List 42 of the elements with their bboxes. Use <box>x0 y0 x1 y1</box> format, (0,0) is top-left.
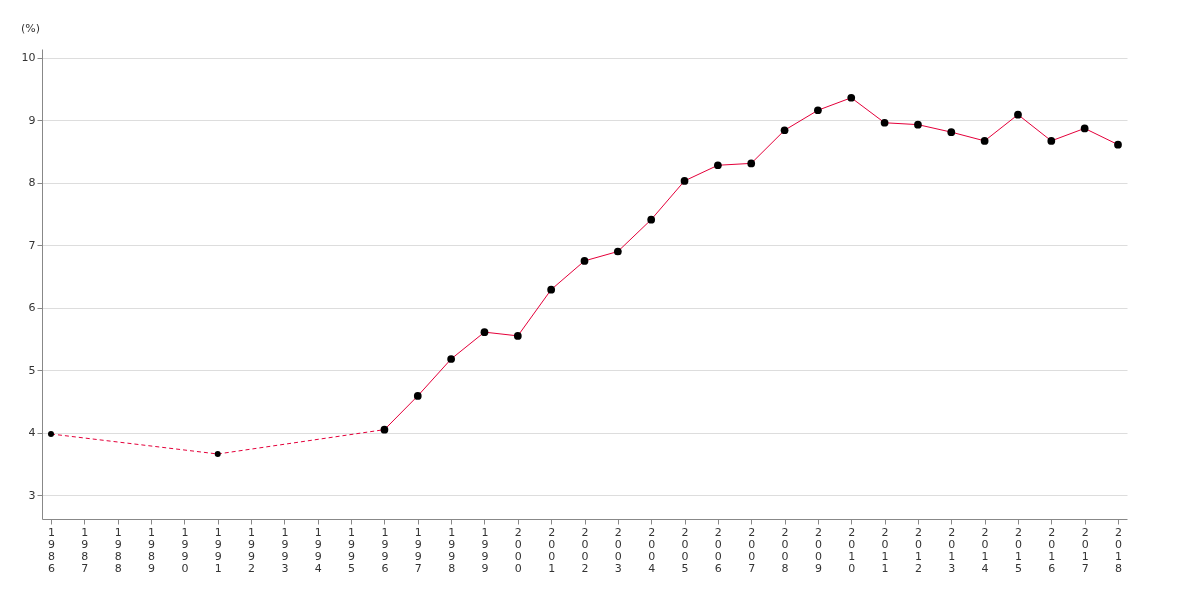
x-tick-label: 2007 <box>748 525 756 575</box>
y-tick-label: 5 <box>28 363 36 377</box>
x-tick-label: 1997 <box>414 525 422 575</box>
x-tick-label: 1996 <box>381 525 389 575</box>
x-tick-label: 1990 <box>181 525 189 575</box>
x-tick-label: 2008 <box>781 525 789 575</box>
x-tick-label: 2010 <box>848 525 856 575</box>
x-tick-label: 2003 <box>614 525 622 575</box>
y-tick-label: 10 <box>21 51 36 65</box>
x-tick-label: 2005 <box>681 525 689 575</box>
x-tick-label: 1993 <box>281 525 289 575</box>
x-tick-label: 2002 <box>581 525 589 575</box>
y-tick-label: 6 <box>28 301 36 315</box>
x-tick-label: 2014 <box>981 525 989 575</box>
x-tick-label: 2009 <box>814 525 822 575</box>
x-tick-label: 2012 <box>914 525 922 575</box>
x-tick-label: 1989 <box>148 525 156 575</box>
x-tick-label: 1988 <box>114 525 122 575</box>
x-tick-label: 1998 <box>448 525 456 575</box>
x-tick-label: 1986 <box>48 525 55 575</box>
x-tick-label: 1991 <box>214 525 222 575</box>
y-tick-label: 4 <box>28 426 36 440</box>
y-axis-title: (%) <box>20 21 41 35</box>
x-tick-label: 1994 <box>314 525 322 575</box>
x-tick-label: 2001 <box>548 525 556 575</box>
x-tick-label: 2004 <box>648 525 656 575</box>
x-tick-label: 1992 <box>248 525 256 575</box>
x-tick-label: 1995 <box>348 525 356 575</box>
x-tick-label: 2006 <box>714 525 722 575</box>
x-tick-label: 1999 <box>481 525 489 575</box>
x-tick-label: 2011 <box>881 525 889 575</box>
x-tick-label: 2016 <box>1048 525 1056 575</box>
x-tick-label: 2013 <box>948 525 956 575</box>
y-tick-label: 8 <box>28 176 36 190</box>
x-tick-label: 2017 <box>1081 525 1089 575</box>
y-tick-label: 9 <box>28 113 36 127</box>
x-tick-label: 2015 <box>1014 525 1022 575</box>
x-tick-label: 2018 <box>1115 525 1122 575</box>
x-tick-label: 2000 <box>514 525 522 575</box>
y-tick-label: 3 <box>28 488 36 502</box>
x-tick-label: 1987 <box>81 525 89 575</box>
y-tick-label: 7 <box>28 238 36 252</box>
